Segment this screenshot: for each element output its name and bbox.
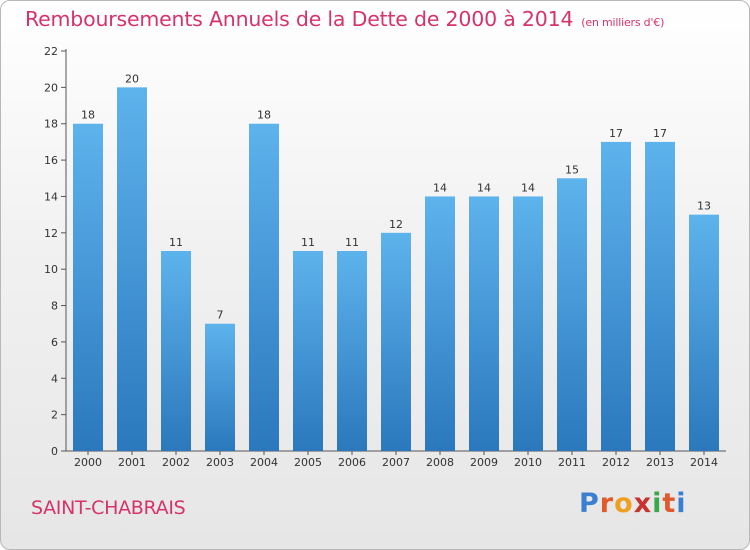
data-label-2014: 13: [697, 200, 711, 213]
logo-letter: r: [599, 488, 615, 519]
data-label-2000: 18: [81, 109, 95, 122]
y-tick-label: 4: [51, 372, 58, 385]
bar-2004: [249, 123, 279, 452]
y-tick-label: 6: [51, 336, 58, 349]
y-tick-label: 2: [51, 409, 58, 422]
bar-2006: [337, 251, 367, 451]
data-label-2009: 14: [477, 181, 491, 194]
y-tick-label: 8: [51, 300, 58, 313]
x-tick-label-2002: 2002: [162, 456, 190, 469]
data-label-2005: 11: [301, 236, 315, 249]
data-label-2012: 17: [609, 127, 623, 140]
logo-letter: o: [614, 488, 634, 519]
bar-2014: [689, 214, 719, 451]
x-tick-label-2003: 2003: [206, 456, 234, 469]
data-label-2013: 17: [653, 127, 667, 140]
x-tick-label-2001: 2001: [118, 456, 146, 469]
y-tick-label: 22: [44, 45, 58, 58]
y-tick-label: 18: [44, 118, 58, 131]
data-label-2007: 12: [389, 218, 403, 231]
chart-title-text: Remboursements Annuels de la Dette de 20…: [25, 7, 574, 31]
bar-2002: [161, 251, 191, 451]
x-tick-label-2011: 2011: [558, 456, 586, 469]
y-tick-label: 14: [44, 190, 58, 203]
data-label-2006: 11: [345, 236, 359, 249]
data-label-2004: 18: [257, 109, 271, 122]
y-tick-label: 16: [44, 154, 58, 167]
commune-name: SAINT-CHABRAIS: [31, 497, 186, 519]
data-label-2011: 15: [565, 163, 579, 176]
bar-2007: [381, 232, 411, 451]
x-tick-label-2000: 2000: [74, 456, 102, 469]
x-tick-label-2007: 2007: [382, 456, 410, 469]
x-tick-label-2010: 2010: [514, 456, 542, 469]
bar-2009: [469, 196, 499, 451]
x-tick-label-2006: 2006: [338, 456, 366, 469]
bar-2010: [513, 196, 543, 451]
bar-2008: [425, 196, 455, 451]
bar-2013: [645, 141, 675, 451]
y-tick-label: 20: [44, 81, 58, 94]
y-tick-label: 0: [51, 445, 58, 458]
data-label-2001: 20: [125, 72, 139, 85]
y-tick-label: 12: [44, 227, 58, 240]
data-label-2003: 7: [217, 309, 224, 322]
logo-letter: i: [652, 488, 663, 519]
x-tick-label-2005: 2005: [294, 456, 322, 469]
x-tick-label-2013: 2013: [646, 456, 674, 469]
logo-letter: P: [579, 488, 600, 519]
bar-2011: [557, 178, 587, 452]
proxiti-logo: Proxiti: [579, 488, 687, 519]
y-tick-label: 10: [44, 263, 58, 276]
logo-letter: x: [633, 488, 653, 519]
data-label-2008: 14: [433, 181, 447, 194]
bar-2000: [73, 123, 103, 452]
data-label-2002: 11: [169, 236, 183, 249]
logo-letter: t: [662, 488, 677, 519]
x-tick-label-2014: 2014: [690, 456, 718, 469]
x-tick-label-2008: 2008: [426, 456, 454, 469]
bar-2012: [601, 141, 631, 451]
bar-2003: [205, 323, 235, 451]
data-label-2010: 14: [521, 181, 535, 194]
x-tick-label-2004: 2004: [250, 456, 278, 469]
x-tick-label-2009: 2009: [470, 456, 498, 469]
chart-unit: (en milliers d'€): [581, 16, 665, 29]
bar-2001: [117, 87, 147, 451]
chart-title: Remboursements Annuels de la Dette de 20…: [25, 7, 664, 31]
logo-letter: i: [676, 488, 687, 519]
x-tick-label-2012: 2012: [602, 456, 630, 469]
bar-2005: [293, 251, 323, 451]
